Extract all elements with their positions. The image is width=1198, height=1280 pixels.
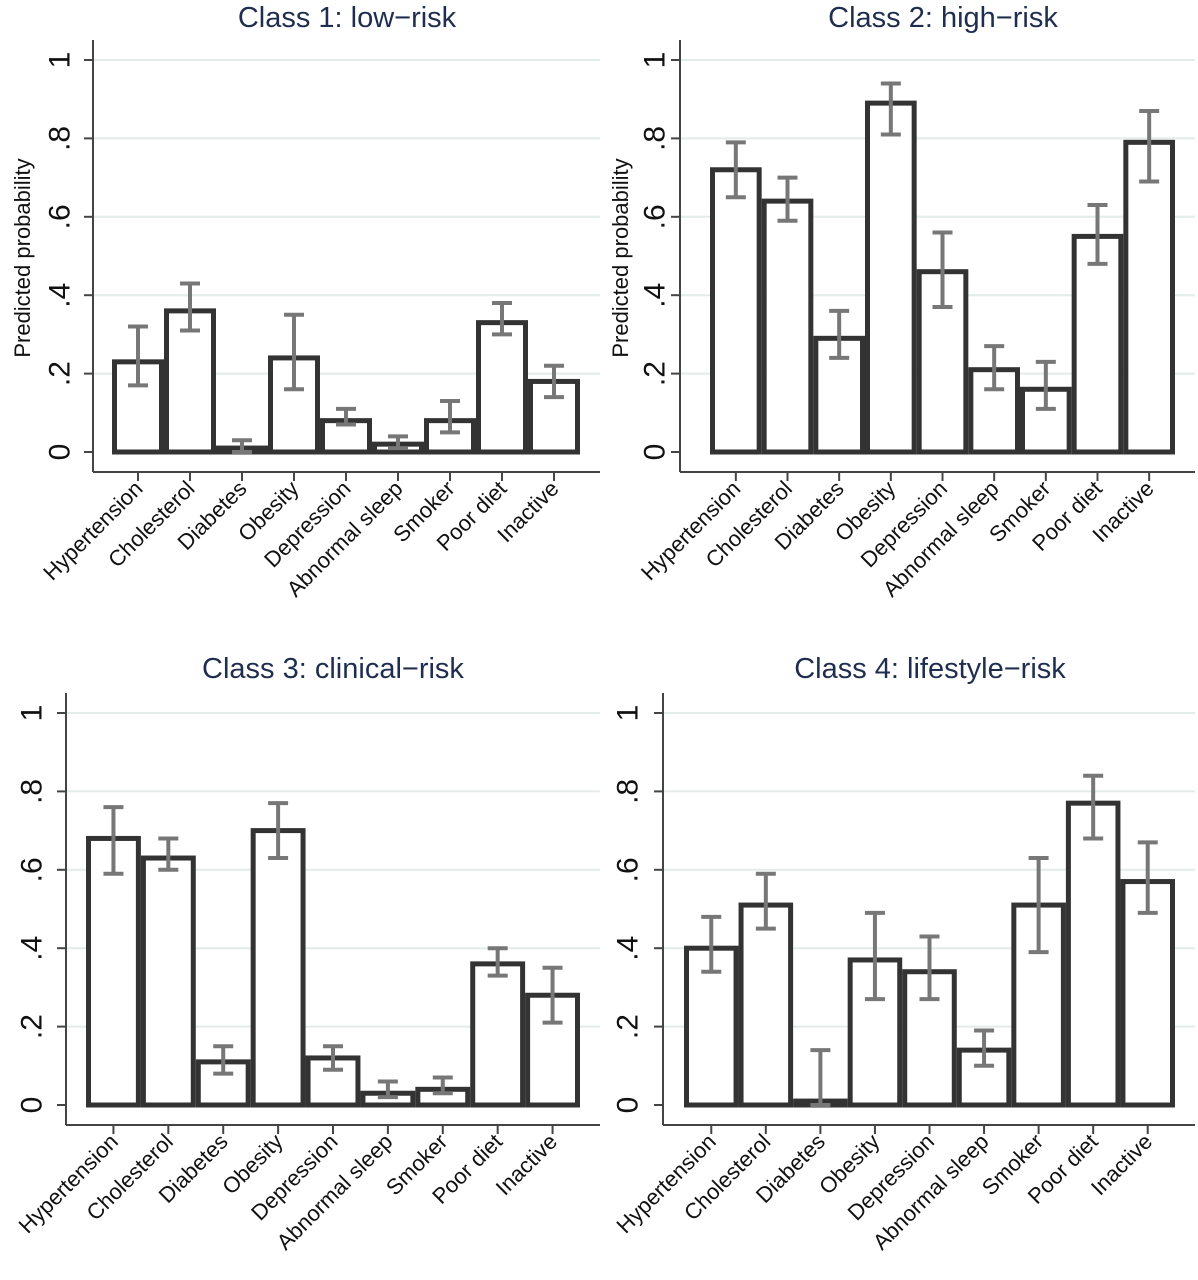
y-tick-label: .8 [44, 126, 77, 151]
y-tick-label: 0 [44, 444, 77, 461]
chart-panel-2: Class 2: high−risk 0 .2 .4 .6 .8 1 Predicted pr… [608, 2, 1195, 602]
y-tick-label: 1 [612, 705, 645, 722]
chart-title: Class 2: high−risk [828, 2, 1058, 34]
y-tick-label: 0 [639, 444, 672, 461]
y-tick-label: 0 [612, 1097, 645, 1114]
bar [164, 308, 216, 455]
chart-panel-4: Class 4: lifestyle−risk0.2.4.6.81Hyperte… [611, 653, 1195, 1255]
bar [761, 198, 814, 455]
bar [112, 359, 164, 455]
y-tick-label: .4 [612, 936, 645, 961]
y-tick-label: .4 [44, 283, 77, 308]
y-tick-label: 1 [16, 705, 49, 722]
chart-title: Class 3: clinical−risk [202, 653, 464, 685]
y-tick-label: .6 [44, 204, 77, 229]
y-axis-label: Predicted probability [608, 158, 633, 357]
y-tick-label: .6 [16, 857, 49, 882]
bar [476, 320, 528, 455]
bar [1071, 233, 1124, 455]
chart-panel-3: Class 3: clinical−risk0.2.4.6.81Hyperten… [14, 653, 600, 1255]
y-tick-label: .8 [639, 126, 672, 151]
bar [140, 855, 196, 1108]
bar [738, 902, 794, 1108]
chart-title: Class 4: lifestyle−risk [794, 653, 1066, 685]
y-tick-label: 1 [639, 52, 672, 69]
y-tick-label: .2 [44, 361, 77, 386]
y-axis-label: Predicted probability [10, 158, 35, 357]
y-tick-label: .8 [16, 779, 49, 804]
chart-title: Class 1: low−risk [238, 2, 457, 34]
bar [1065, 800, 1121, 1108]
bar [250, 828, 306, 1108]
bar [470, 961, 526, 1108]
bar [1123, 139, 1176, 455]
bar [865, 100, 917, 455]
y-tick-label: .6 [612, 857, 645, 882]
y-tick-label: .4 [16, 936, 49, 961]
y-tick-label: .2 [612, 1014, 645, 1039]
y-tick-label: .2 [16, 1014, 49, 1039]
y-tick-label: 0 [16, 1097, 49, 1114]
y-tick-label: .2 [639, 361, 672, 386]
y-tick-label: .8 [612, 779, 645, 804]
chart-panel-1: Class 1: low−risk 0 .2 .4 .6 .8 1 Predicted pro… [10, 2, 600, 602]
y-tick-label: .6 [639, 204, 672, 229]
y-tick-label: .4 [639, 283, 672, 308]
bar [86, 835, 141, 1108]
bar [1011, 902, 1066, 1108]
bar [710, 167, 762, 455]
bar [1120, 879, 1176, 1108]
y-tick-label: 1 [44, 52, 77, 69]
x-tick-label: Inactive [1086, 1129, 1157, 1200]
x-tick-label: Inactive [491, 1129, 562, 1200]
